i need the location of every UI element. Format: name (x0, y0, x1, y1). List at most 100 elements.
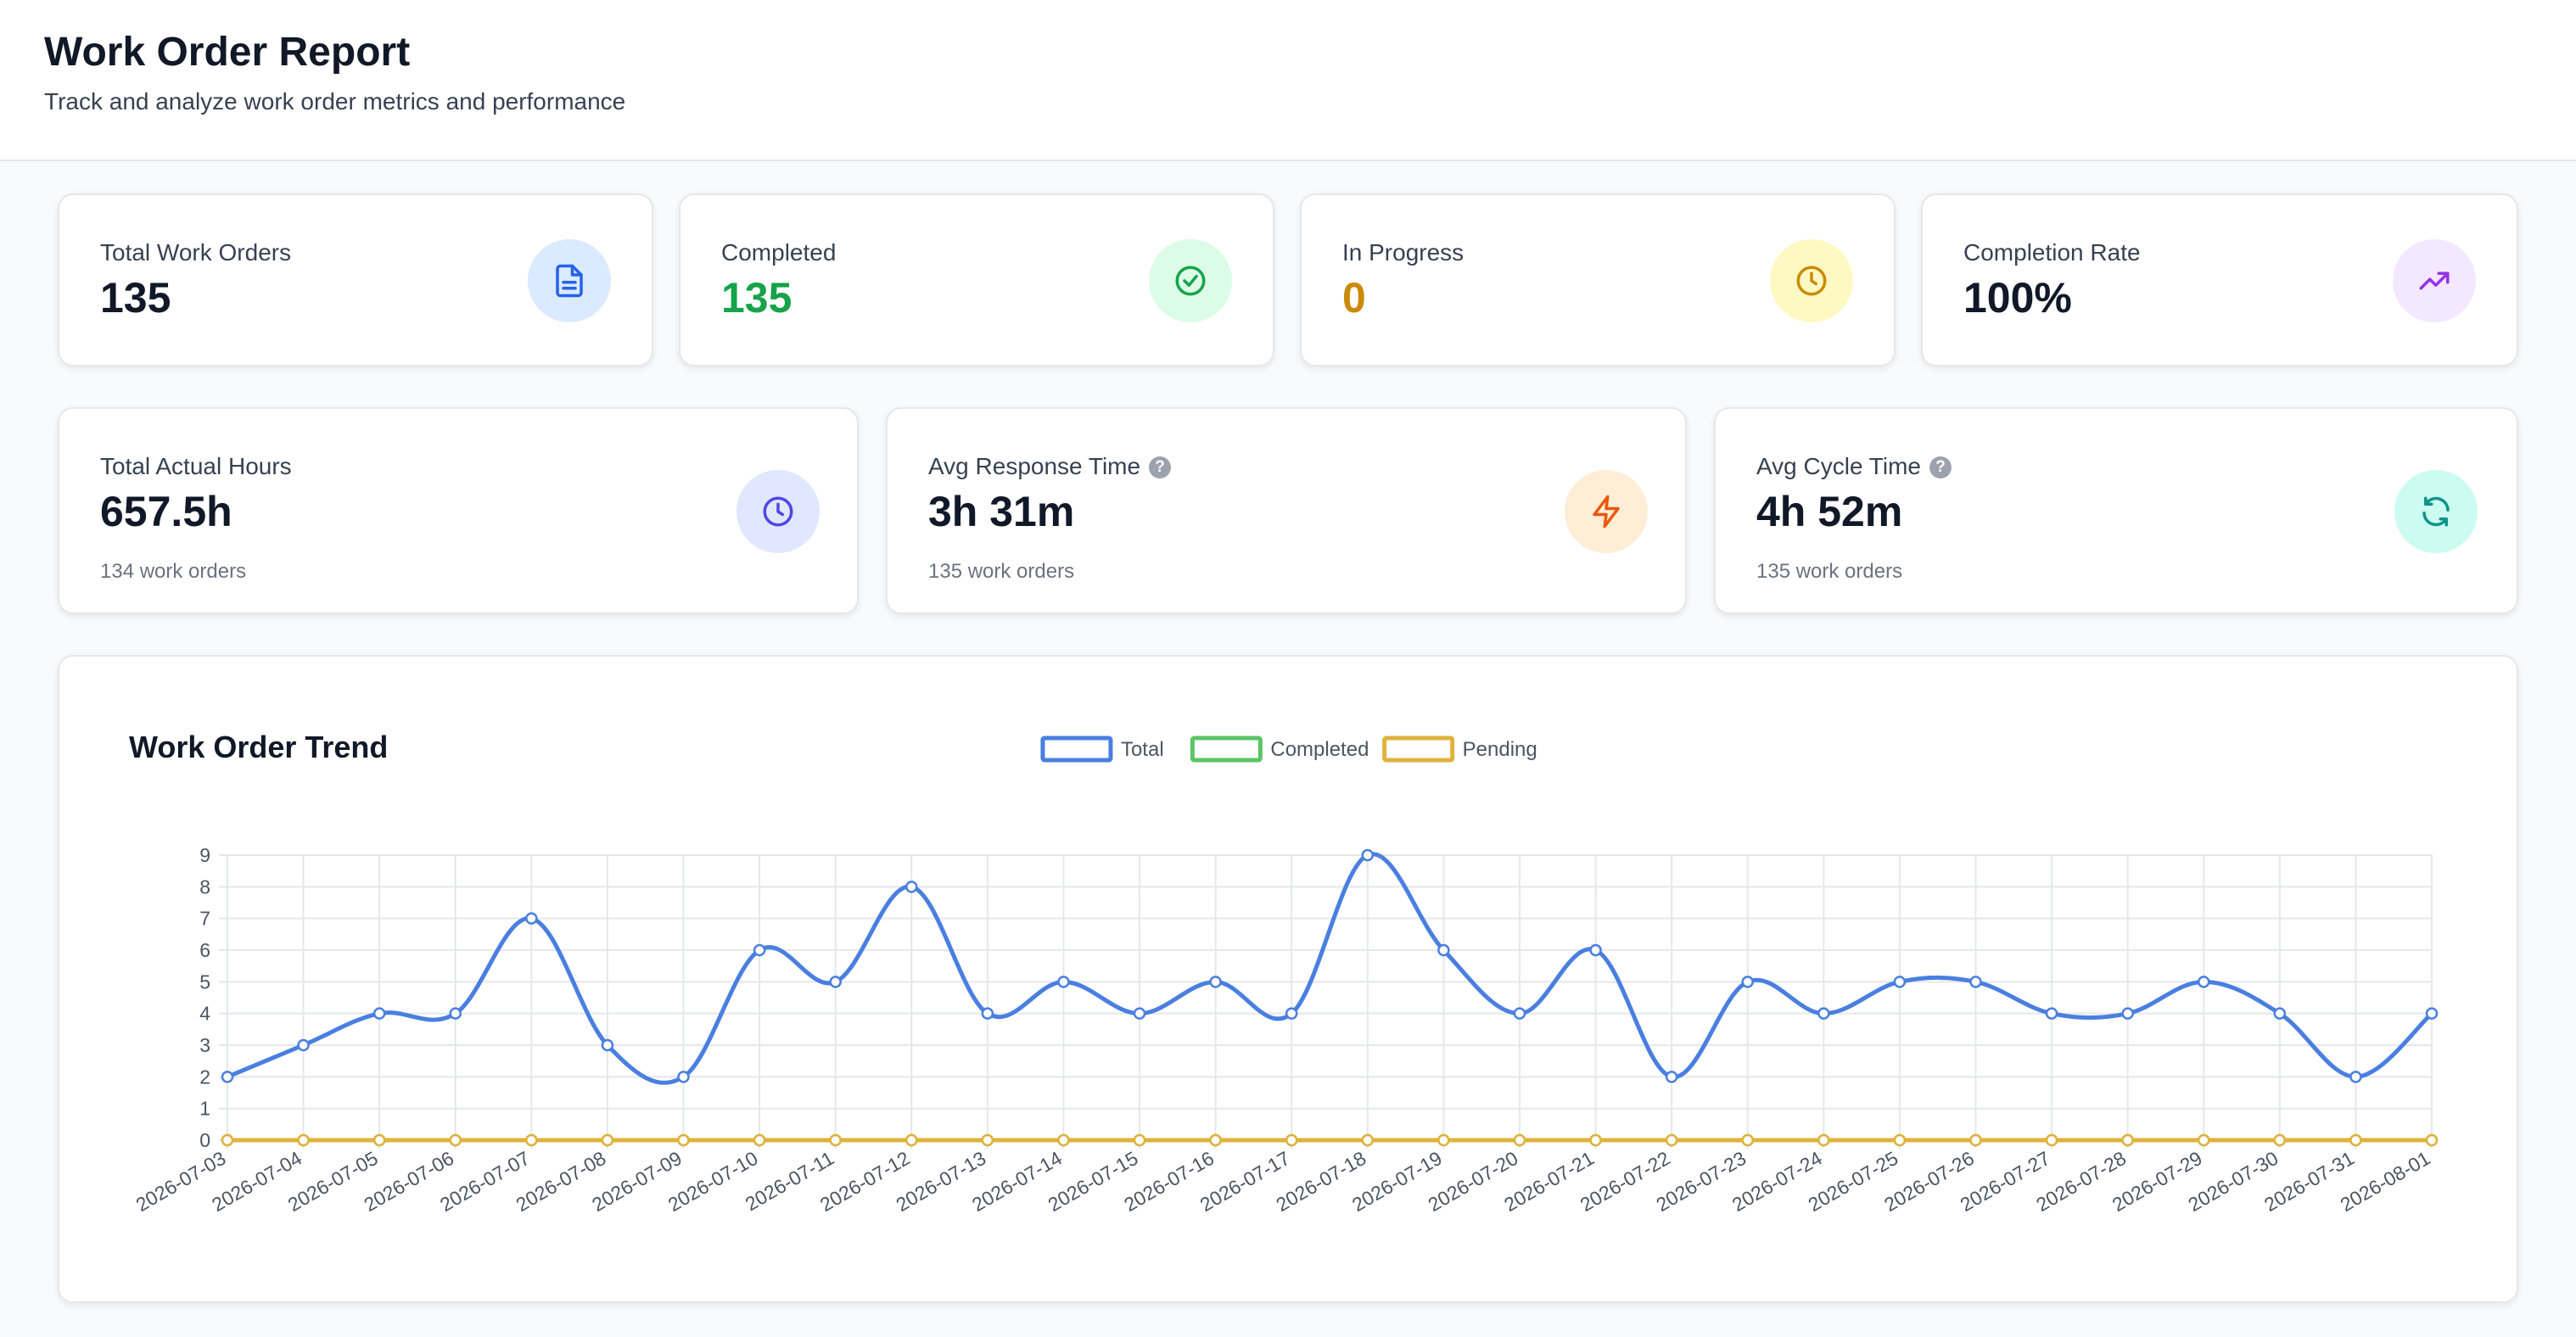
help-icon[interactable]: ? (1149, 456, 1172, 478)
stat-card-total-actual-hours: Total Actual Hours 657.5h 134 work order… (58, 407, 859, 614)
data-point-total (1589, 943, 1602, 957)
clock-icon (1770, 239, 1853, 322)
data-point-total (601, 1038, 614, 1052)
y-tick-label: 0 (199, 1129, 210, 1151)
stat-card-total-work-orders: Total Work Orders 135 (58, 193, 653, 366)
data-point-total (2121, 1007, 2134, 1020)
trend-chart: 01234567892026-07-032026-07-042026-07-05… (132, 736, 2439, 1216)
data-point-total (297, 1038, 310, 1052)
data-point-total (1969, 976, 1982, 988)
data-point-total (1361, 848, 1375, 862)
data-point-total (525, 912, 538, 925)
data-point-total (829, 976, 842, 988)
stat-label-text: Avg Response Time (928, 453, 1141, 479)
data-point-total (449, 1007, 462, 1020)
stat-subtext: 135 work orders (1756, 560, 1903, 583)
data-point-total (1209, 976, 1222, 988)
data-point-pending (753, 1133, 766, 1147)
legend-label-pending: Pending (1463, 738, 1537, 761)
data-point-total (2425, 1007, 2439, 1020)
stat-label: Total Work Orders (100, 239, 292, 266)
data-point-pending (829, 1133, 842, 1147)
data-point-pending (525, 1133, 538, 1147)
data-point-total (2197, 976, 2210, 988)
data-point-total (1741, 976, 1754, 988)
data-point-total (1285, 1007, 1298, 1020)
data-point-total (1057, 976, 1070, 988)
data-point-pending (981, 1133, 994, 1147)
data-point-pending (1133, 1133, 1146, 1147)
data-point-pending (1285, 1133, 1298, 1147)
data-point-total (1817, 1007, 1830, 1020)
data-point-pending (1513, 1133, 1526, 1147)
data-point-total (1437, 943, 1450, 957)
stat-value: 657.5h (100, 488, 232, 535)
y-tick-label: 6 (199, 939, 210, 961)
data-point-total (2349, 1071, 2362, 1083)
help-icon[interactable]: ? (1929, 456, 1952, 478)
data-point-total (753, 943, 766, 957)
stat-card-completed: Completed 135 (679, 193, 1274, 366)
stat-label: Avg Response Time? (928, 453, 1172, 480)
data-point-pending (677, 1133, 690, 1147)
stat-value: 135 (721, 274, 792, 322)
data-point-total (905, 881, 918, 893)
clock-icon (736, 470, 820, 553)
data-point-pending (1437, 1133, 1450, 1147)
y-tick-label: 1 (199, 1098, 210, 1120)
data-point-pending (1057, 1133, 1070, 1147)
data-point-total (372, 1007, 386, 1020)
data-point-pending (1969, 1133, 1982, 1147)
stat-value: 4h 52m (1756, 488, 1903, 535)
data-point-pending (449, 1133, 462, 1147)
y-tick-label: 3 (199, 1034, 210, 1056)
legend-label-total: Total (1121, 738, 1164, 761)
page-header: Work Order Report Track and analyze work… (0, 0, 2576, 161)
plot-area-border (227, 854, 2433, 1141)
data-point-pending (221, 1133, 234, 1147)
data-point-pending (2121, 1133, 2134, 1147)
data-point-pending (1665, 1133, 1678, 1147)
chart-title: Work Order Trend (129, 730, 389, 764)
data-point-total (981, 1007, 994, 1020)
data-point-pending (1893, 1133, 1907, 1147)
y-tick-label: 4 (199, 1003, 210, 1025)
stat-label: Completed (721, 239, 837, 266)
stat-card-avg-cycle-time: Avg Cycle Time? 4h 52m 135 work orders (1714, 407, 2518, 614)
refresh-icon (2394, 470, 2478, 553)
trending-up-icon (2393, 239, 2476, 322)
data-point-total (1133, 1007, 1146, 1020)
data-point-total (221, 1071, 234, 1083)
y-tick-label: 5 (199, 971, 210, 993)
y-tick-label: 2 (199, 1066, 210, 1088)
stat-card-completion-rate: Completion Rate 100% (1921, 193, 2518, 366)
legend-swatch-completed (1190, 736, 1263, 763)
data-point-pending (1589, 1133, 1602, 1147)
stat-label: Completion Rate (1963, 239, 2141, 266)
work-order-trend-card: Work Order Trend 0 1 2 3 4 5 6 7 8 9 2026-07-03 202… (58, 655, 2518, 1303)
data-point-pending (2425, 1133, 2439, 1147)
data-point-pending (601, 1133, 614, 1147)
document-icon (528, 239, 611, 322)
data-point-pending (905, 1133, 918, 1147)
data-point-pending (2045, 1133, 2058, 1147)
stat-card-in-progress: In Progress 0 (1300, 193, 1896, 366)
series-line-total (227, 852, 2433, 1085)
legend-swatch-total (1040, 736, 1113, 763)
page-subtitle: Track and analyze work order metrics and… (44, 88, 626, 115)
data-point-total (1893, 976, 1907, 988)
data-point-pending (2273, 1133, 2287, 1147)
check-circle-icon (1149, 239, 1232, 322)
y-tick-label: 9 (199, 844, 210, 866)
page-title: Work Order Report (44, 30, 411, 75)
data-point-total (1513, 1007, 1526, 1020)
stat-card-avg-response-time: Avg Response Time? 3h 31m 135 work order… (886, 407, 1687, 614)
data-point-pending (2349, 1133, 2362, 1147)
stat-value: 3h 31m (928, 488, 1075, 535)
stat-label: Avg Cycle Time? (1756, 453, 1952, 480)
data-point-total (677, 1071, 690, 1083)
stat-label: Total Actual Hours (100, 453, 292, 479)
legend-label-completed: Completed (1270, 738, 1369, 761)
stat-label: In Progress (1342, 239, 1464, 266)
data-point-pending (1209, 1133, 1222, 1147)
